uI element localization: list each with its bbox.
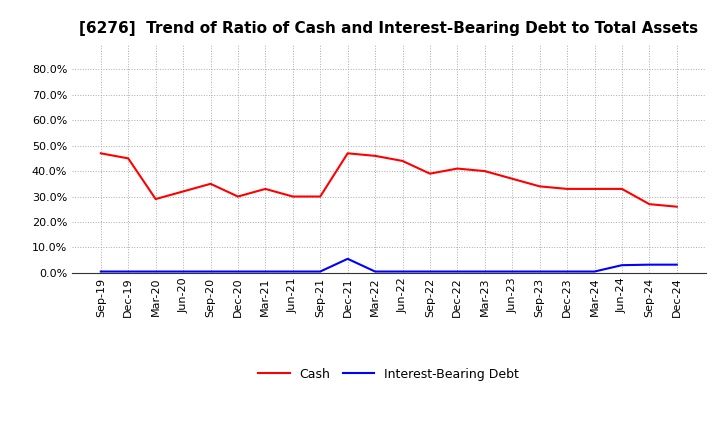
- Interest-Bearing Debt: [124, 269, 132, 274]
- Interest-Bearing Debt: [371, 269, 379, 274]
- Interest-Bearing Debt: [590, 269, 599, 274]
- Cash: [124, 156, 132, 161]
- Line: Cash: Cash: [101, 153, 677, 207]
- Interest-Bearing Debt: [233, 269, 242, 274]
- Cash: [672, 204, 681, 209]
- Interest-Bearing Debt: [480, 269, 489, 274]
- Cash: [508, 176, 516, 181]
- Interest-Bearing Debt: [398, 269, 407, 274]
- Cash: [206, 181, 215, 187]
- Interest-Bearing Debt: [645, 262, 654, 268]
- Interest-Bearing Debt: [453, 269, 462, 274]
- Cash: [233, 194, 242, 199]
- Interest-Bearing Debt: [316, 269, 325, 274]
- Cash: [371, 153, 379, 158]
- Interest-Bearing Debt: [563, 269, 572, 274]
- Interest-Bearing Debt: [343, 256, 352, 261]
- Cash: [343, 150, 352, 156]
- Cash: [398, 158, 407, 164]
- Interest-Bearing Debt: [151, 269, 160, 274]
- Interest-Bearing Debt: [289, 269, 297, 274]
- Legend: Cash, Interest-Bearing Debt: Cash, Interest-Bearing Debt: [253, 363, 524, 385]
- Interest-Bearing Debt: [536, 269, 544, 274]
- Interest-Bearing Debt: [261, 269, 270, 274]
- Cash: [261, 186, 270, 191]
- Interest-Bearing Debt: [426, 269, 434, 274]
- Cash: [453, 166, 462, 171]
- Cash: [590, 186, 599, 191]
- Cash: [179, 189, 187, 194]
- Title: [6276]  Trend of Ratio of Cash and Interest-Bearing Debt to Total Assets: [6276] Trend of Ratio of Cash and Intere…: [79, 21, 698, 36]
- Interest-Bearing Debt: [179, 269, 187, 274]
- Cash: [536, 184, 544, 189]
- Cash: [96, 150, 105, 156]
- Interest-Bearing Debt: [96, 269, 105, 274]
- Cash: [645, 202, 654, 207]
- Interest-Bearing Debt: [206, 269, 215, 274]
- Cash: [426, 171, 434, 176]
- Cash: [316, 194, 325, 199]
- Cash: [289, 194, 297, 199]
- Cash: [563, 186, 572, 191]
- Line: Interest-Bearing Debt: Interest-Bearing Debt: [101, 259, 677, 271]
- Cash: [151, 196, 160, 202]
- Interest-Bearing Debt: [618, 263, 626, 268]
- Cash: [480, 169, 489, 174]
- Cash: [618, 186, 626, 191]
- Interest-Bearing Debt: [508, 269, 516, 274]
- Interest-Bearing Debt: [672, 262, 681, 268]
